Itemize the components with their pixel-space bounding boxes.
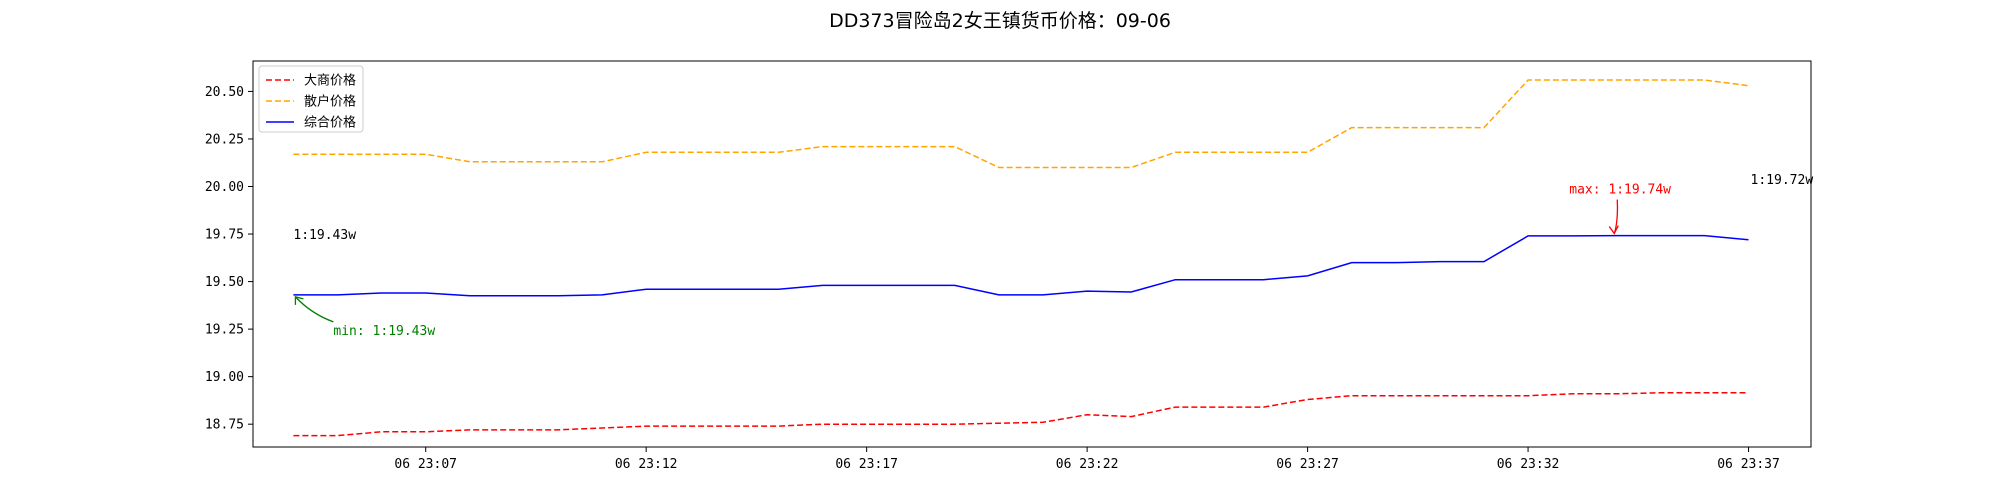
plot-frame	[252, 60, 1812, 448]
end-value-label: 1:19.72w	[1751, 173, 1814, 188]
start-value-label: 1:19.43w	[293, 228, 356, 243]
series-line-1	[293, 79, 1749, 169]
y-axis: 18.75 19.00 19.25 19.50 19.75 20.00 20.25 20.50	[205, 85, 253, 433]
y-tick-label: 20.25	[205, 132, 244, 147]
legend-label-0: 大商价格	[304, 73, 356, 89]
x-tick-label: 06 23:17	[835, 457, 898, 472]
x-axis: 06 23:07 06 23:12 06 23:17 06 23:22 06 23:27…	[394, 447, 1780, 472]
x-tick-label: 06 23:22	[1056, 457, 1119, 472]
min-annotation-arrowhead	[294, 296, 304, 305]
max-annotation-label: max: 1:19.74w	[1569, 183, 1671, 198]
y-tick-label: 20.50	[205, 85, 244, 100]
series-layer	[293, 79, 1749, 437]
legend-label-2: 综合价格	[304, 115, 356, 131]
min-annotation-arrow	[294, 296, 334, 323]
x-tick-label: 06 23:37	[1717, 457, 1780, 472]
legend-box	[258, 65, 364, 133]
series-line-0	[293, 392, 1749, 437]
legend-label-1: 散户价格	[304, 94, 356, 110]
series-line-2	[293, 234, 1749, 297]
x-tick-label: 06 23:12	[615, 457, 678, 472]
annotation-layer: 1:19.43w 1:19.72w min: 1:19.43w max: 1:1…	[293, 173, 1813, 339]
y-tick-label: 19.50	[205, 275, 244, 290]
x-tick-label: 06 23:07	[394, 457, 457, 472]
y-tick-label: 19.75	[205, 228, 244, 243]
y-tick-label: 18.75	[205, 418, 244, 433]
x-tick-label: 06 23:27	[1276, 457, 1339, 472]
min-annotation-label: min: 1:19.43w	[333, 324, 435, 339]
x-tick-label: 06 23:32	[1497, 457, 1560, 472]
chart-title: DD373冒险岛2女王镇货币价格：09-06	[829, 10, 1171, 32]
y-tick-label: 20.00	[205, 180, 244, 195]
y-tick-label: 19.00	[205, 370, 244, 385]
max-annotation-arrowhead	[1608, 225, 1619, 235]
y-tick-label: 19.25	[205, 323, 244, 338]
